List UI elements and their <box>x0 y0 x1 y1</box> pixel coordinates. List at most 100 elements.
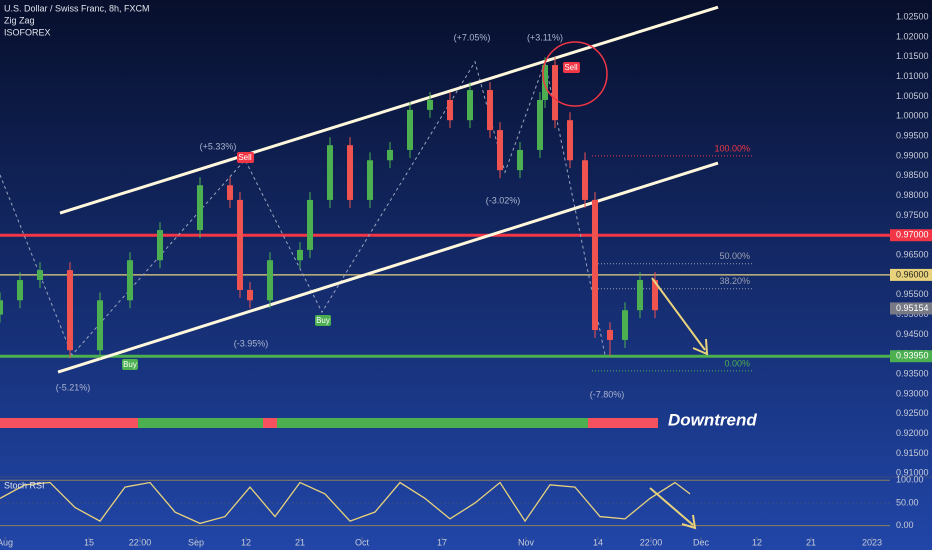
y-tick-label: 0.93000 <box>896 388 929 398</box>
candle-body <box>387 149 393 161</box>
y-tick-label: 0.97500 <box>896 210 929 220</box>
candle-body <box>227 185 233 200</box>
stoch-tick-label: 0.00 <box>896 520 914 530</box>
y-tick-label: 0.94500 <box>896 329 929 339</box>
candle-body <box>0 300 3 315</box>
x-tick-label: 12 <box>241 537 251 547</box>
candle-body <box>592 199 598 331</box>
highlight-circle <box>542 41 608 107</box>
x-tick-label: Sep <box>188 537 204 547</box>
annotation: (-3.95%) <box>234 338 269 348</box>
x-tick-label: 14 <box>593 537 603 547</box>
candle-body <box>537 99 543 150</box>
candle-body <box>307 199 313 250</box>
candle-body <box>567 120 573 161</box>
candle-body <box>622 310 628 340</box>
stoch-tick-label: 100.00 <box>896 475 924 485</box>
trend-segment <box>138 418 263 428</box>
y-tick-label: 0.98500 <box>896 170 929 180</box>
candle-body <box>157 230 163 261</box>
signal-label: Buy <box>123 360 137 369</box>
stoch-title: Stoch RSI <box>4 480 45 490</box>
signal-label: Buy <box>316 316 330 325</box>
candle-body <box>237 199 243 290</box>
x-tick-label: 22:00 <box>129 537 152 547</box>
last-price-tag <box>890 302 932 315</box>
y-tick-label: 1.02500 <box>896 11 929 21</box>
candle-body <box>427 99 433 110</box>
y-tick-label: 1.02000 <box>896 31 929 41</box>
stoch-tick-label: 50.00 <box>896 497 919 507</box>
signal-label: Sell <box>564 63 578 72</box>
stoch-line <box>0 481 691 525</box>
y-tick-label: 1.01500 <box>896 51 929 61</box>
price-pane: 100.00% 50.00% 38.20% 0.00% <box>0 5 890 428</box>
candle-body <box>497 130 503 171</box>
arrow <box>651 277 706 351</box>
buy-signal <box>315 315 331 326</box>
axes: 1.02500 1.02000 1.01500 1.01000 1.00500 1.000… <box>0 11 932 547</box>
candle-body <box>542 65 548 100</box>
trend-segment <box>277 418 588 428</box>
candle-body <box>552 65 558 121</box>
candle-body <box>247 289 253 301</box>
x-tick-label: Aug <box>0 537 13 547</box>
candle-body <box>637 280 643 311</box>
arrow <box>649 487 694 526</box>
candle-body <box>37 270 43 281</box>
candle-body <box>267 260 273 301</box>
candle-body <box>347 145 353 200</box>
candle-body <box>127 260 133 301</box>
candle-body <box>97 300 103 351</box>
candle-body <box>467 90 473 121</box>
y-tick-label: 0.99500 <box>896 130 929 140</box>
level-tag-label: 0.93950 <box>896 351 929 361</box>
candle-body <box>297 249 303 261</box>
annotation: (+7.05%) <box>454 32 491 42</box>
y-tick-label: 0.91500 <box>896 448 929 458</box>
annotation: (+3.11%) <box>527 32 563 42</box>
level-tag <box>890 229 932 242</box>
y-tick-label: 0.93500 <box>896 368 929 378</box>
stoch-pane <box>0 479 890 527</box>
candle-body <box>327 145 333 200</box>
y-tick-label: 0.96500 <box>896 249 929 259</box>
x-tick-label: 12 <box>752 537 762 547</box>
y-tick-label: 0.98000 <box>896 190 929 200</box>
candle-body <box>582 160 588 200</box>
level-tag <box>890 350 932 363</box>
indicator-name: Zig Zag <box>4 15 35 25</box>
candle-body <box>447 99 453 121</box>
channel-line <box>57 161 719 374</box>
chart-title: U.S. Dollar / Swiss Franc, 8h, FXCM <box>4 3 150 13</box>
sell-signal <box>563 62 580 73</box>
candle-body <box>17 280 23 301</box>
y-tick-label: 0.95500 <box>896 289 929 299</box>
last-price-label: 0.95154 <box>896 303 929 313</box>
y-tick-label: 1.00000 <box>896 111 929 121</box>
y-tick-label: 0.92000 <box>896 428 929 438</box>
x-tick-label: Dec <box>693 537 710 547</box>
zigzag <box>0 60 606 356</box>
arrow-head <box>681 514 697 530</box>
signal-label: Sell <box>238 153 252 162</box>
candle-body <box>607 330 613 340</box>
y-tick-label: 0.92500 <box>896 408 929 418</box>
x-tick-label: 2023 <box>862 537 882 547</box>
x-tick-label: Nov <box>518 537 535 547</box>
y-tick-label: 0.99000 <box>896 150 929 160</box>
candle-body <box>652 280 658 311</box>
sell-signal <box>237 152 254 163</box>
level-tag-label: 0.96000 <box>896 269 929 279</box>
fib-label: 50.00% <box>719 251 750 261</box>
trend-segment <box>588 418 658 428</box>
trend-label: Downtrend <box>668 410 757 429</box>
x-tick-label: 22:00 <box>640 537 663 547</box>
fib-label: 0.00% <box>724 358 750 368</box>
overlays: U.S. Dollar / Swiss Franc, 8h, FXCM Zig … <box>4 3 757 530</box>
level-tag <box>890 268 932 281</box>
buy-signal <box>122 359 138 370</box>
fib-label: 38.20% <box>719 276 750 286</box>
annotation: (+5.33%) <box>200 141 237 151</box>
